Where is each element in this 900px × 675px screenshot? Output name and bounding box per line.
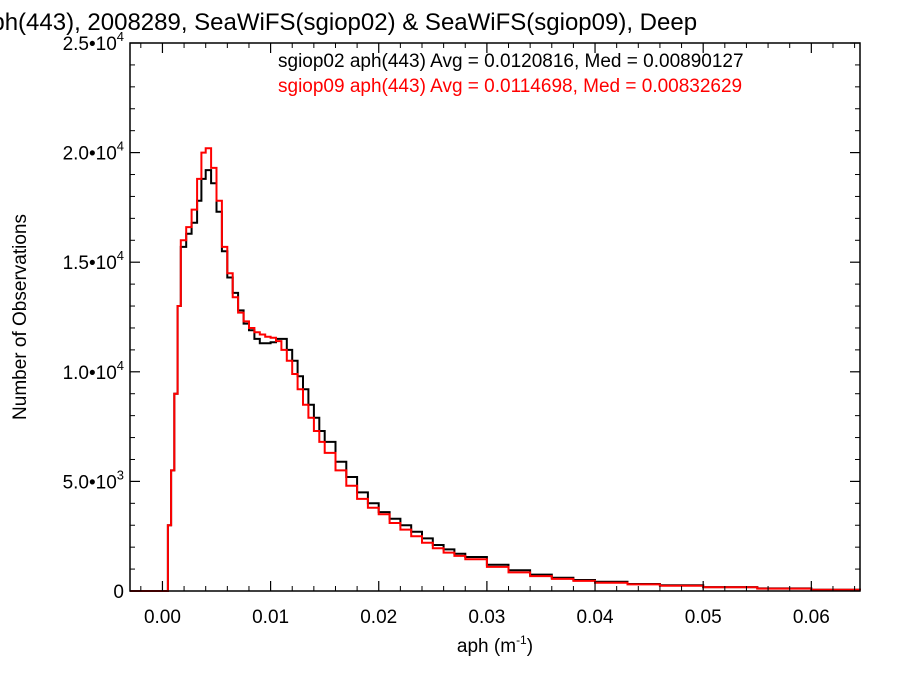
y-tick-label: 2.0•104: [63, 139, 124, 165]
legend-entry-sgiop09: sgiop09 aph(443) Avg = 0.0114698, Med = …: [278, 76, 742, 97]
x-tick-label: 0.00: [144, 607, 181, 628]
x-axis-label-main: aph (m: [457, 636, 516, 657]
plot-frame: [129, 42, 861, 592]
x-axis: 0.00 0.01 0.02 0.03 0.04 0.05 0.06: [140, 43, 856, 628]
y-tick-label: 1.5•104: [63, 248, 124, 274]
x-tick-label: 0.04: [577, 607, 614, 628]
y-axis: 0 5.0•103 1.0•104 1.5•104 2.0•104 2.5•104: [63, 29, 860, 603]
y-tick-label: 2.5•104: [63, 29, 124, 55]
y-tick-label: 5.0•103: [63, 467, 124, 493]
y-axis-label: Number of Observations: [10, 214, 31, 420]
x-axis-label-suffix: ): [527, 636, 533, 657]
x-tick-label: 0.06: [793, 607, 830, 628]
x-tick-label: 0.03: [468, 607, 505, 628]
x-tick-label: 0.05: [685, 607, 722, 628]
x-axis-label: aph (m-1): [457, 633, 533, 657]
x-tick-label: 0.02: [360, 607, 397, 628]
chart-title: aph(443), 2008289, SeaWiFS(sgiop02) & Se…: [0, 9, 697, 36]
series-line-1: [130, 147, 861, 592]
legend-entry-sgiop02: sgiop02 aph(443) Avg = 0.0120816, Med = …: [278, 51, 744, 72]
x-axis-label-superscript: -1: [516, 633, 527, 647]
y-tick-label: 1.0•104: [63, 358, 124, 384]
y-tick-label: 0: [113, 582, 124, 603]
x-tick-label: 0.01: [252, 607, 289, 628]
series-layer: [130, 147, 861, 592]
series-line-0: [130, 169, 861, 592]
legend: sgiop02 aph(443) Avg = 0.0120816, Med = …: [278, 51, 744, 97]
